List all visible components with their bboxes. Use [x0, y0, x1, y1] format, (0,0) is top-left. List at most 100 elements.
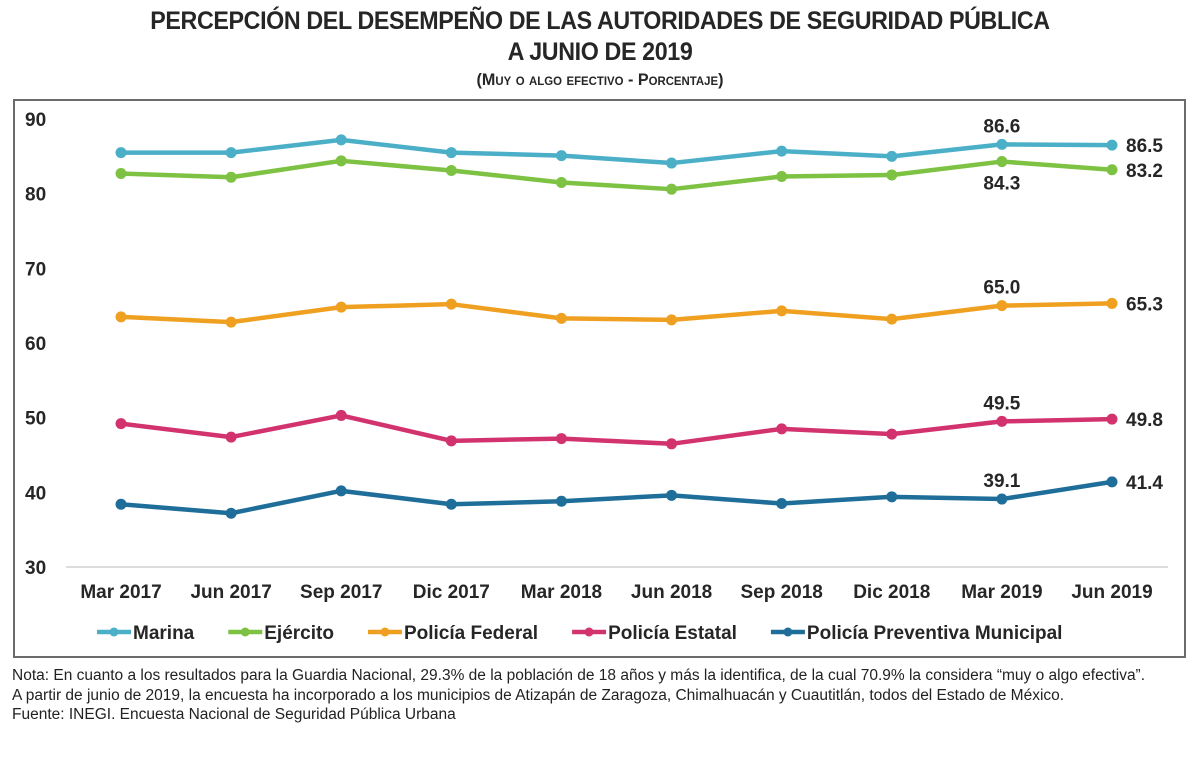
legend-swatch-marker: [783, 627, 793, 637]
data-point: [776, 170, 788, 182]
footnotes: Nota: En cuanto a los resultados para la…: [12, 666, 1190, 725]
legend-label: Policía Preventiva Municipal: [807, 623, 1063, 644]
legend-swatch-marker: [380, 627, 390, 637]
data-point: [335, 134, 347, 146]
data-point: [776, 498, 788, 510]
y-tick-label: 40: [25, 483, 46, 504]
legend-item: Ejército: [228, 623, 334, 644]
data-point: [776, 305, 788, 317]
data-point: [666, 314, 678, 326]
data-point: [666, 183, 678, 195]
legend-label: Policía Federal: [404, 623, 538, 644]
data-point: [225, 507, 237, 519]
x-tick-label: Dic 2017: [413, 582, 490, 603]
legend-swatch-marker: [109, 627, 119, 637]
series-polic-a-preventiva-municipal: [115, 476, 1118, 519]
data-point: [666, 438, 678, 450]
data-point: [886, 150, 898, 162]
data-label: 39.1: [983, 471, 1020, 492]
data-point: [886, 169, 898, 181]
data-point: [1106, 476, 1118, 488]
data-point: [115, 168, 127, 180]
data-point: [886, 313, 898, 325]
data-point: [335, 155, 347, 167]
legend-item: Marina: [97, 623, 195, 644]
data-point: [445, 435, 457, 447]
legend-swatch-marker: [240, 627, 250, 637]
data-point: [996, 156, 1008, 168]
data-point: [555, 176, 567, 188]
data-point: [335, 485, 347, 497]
data-point: [1106, 297, 1118, 309]
series-line: [118, 301, 1115, 325]
data-point: [1106, 164, 1118, 176]
x-tick-label: Jun 2019: [1071, 582, 1152, 603]
chart-title: PERCEPCIÓN DEL DESEMPEÑO DE LAS AUTORIDA…: [150, 7, 1050, 35]
data-point: [1106, 413, 1118, 425]
data-point: [115, 311, 127, 323]
data-label: 86.6: [983, 116, 1020, 137]
series-line: [118, 137, 1115, 166]
data-point: [886, 491, 898, 503]
data-label: 49.5: [983, 393, 1020, 414]
series-marina: [115, 134, 1118, 169]
x-tick-label: Mar 2017: [80, 582, 161, 603]
data-point: [445, 298, 457, 310]
data-label: 84.3: [983, 174, 1020, 195]
data-point: [996, 493, 1008, 505]
x-axis: Mar 2017 Jun 2017 Sep 2017 Dic 2017 Mar 2018…: [80, 582, 1152, 603]
series-ej-rcito: [115, 155, 1118, 195]
data-point: [445, 165, 457, 177]
data-labels: 86.6 86.5 84.3 83.2 65.0 65.3 49.5 49.8 39.1 41.4: [983, 116, 1163, 493]
data-point: [115, 147, 127, 159]
data-label: 86.5: [1126, 136, 1163, 157]
note-guardia-nacional: Nota: En cuanto a los resultados para la…: [12, 667, 1146, 684]
legend: Marina Ejército Policía Federal Policía Est…: [97, 623, 1062, 644]
legend-swatch-marker: [584, 627, 594, 637]
series-polic-a-federal: [115, 297, 1118, 328]
x-tick-label: Sep 2018: [740, 582, 822, 603]
data-point: [335, 409, 347, 421]
data-point: [996, 300, 1008, 312]
data-point: [666, 489, 678, 501]
legend-label: Marina: [133, 623, 195, 644]
data-point: [1106, 139, 1118, 151]
data-label: 65.0: [983, 278, 1020, 299]
x-tick-label: Jun 2018: [631, 582, 712, 603]
y-tick-label: 80: [25, 185, 46, 206]
y-axis: 30 40 50 60 70 80 90: [25, 110, 46, 579]
series-line: [118, 413, 1115, 447]
legend-item: Policía Federal: [367, 623, 538, 644]
data-point: [115, 418, 127, 430]
y-tick-label: 50: [25, 409, 46, 430]
data-point: [115, 498, 127, 510]
data-point: [225, 431, 237, 443]
legend-label: Policía Estatal: [608, 623, 737, 644]
x-tick-label: Mar 2019: [961, 582, 1042, 603]
x-tick-label: Sep 2017: [300, 582, 382, 603]
x-tick-label: Jun 2017: [190, 582, 271, 603]
chart-subtitle: (Muy o algo efectivo - Porcentaje): [476, 70, 724, 89]
data-point: [555, 312, 567, 324]
data-point: [335, 301, 347, 313]
data-label: 65.3: [1126, 294, 1163, 315]
chart-frame: [13, 99, 1186, 658]
legend-item: Policía Preventiva Municipal: [770, 623, 1063, 644]
series-polic-a-estatal: [115, 409, 1118, 450]
y-tick-label: 60: [25, 334, 46, 355]
data-point: [555, 433, 567, 445]
data-point: [555, 495, 567, 507]
y-tick-label: 70: [25, 259, 46, 280]
legend-label: Ejército: [264, 623, 334, 644]
x-tick-label: Dic 2018: [853, 582, 930, 603]
data-point: [776, 423, 788, 435]
chart-title-line2: A JUNIO DE 2019: [507, 38, 693, 66]
data-point: [996, 415, 1008, 427]
y-tick-label: 30: [25, 558, 46, 579]
data-point: [776, 145, 788, 157]
data-point: [996, 138, 1008, 150]
data-point: [666, 157, 678, 169]
data-label: 83.2: [1126, 161, 1163, 182]
data-label: 41.4: [1126, 473, 1163, 494]
